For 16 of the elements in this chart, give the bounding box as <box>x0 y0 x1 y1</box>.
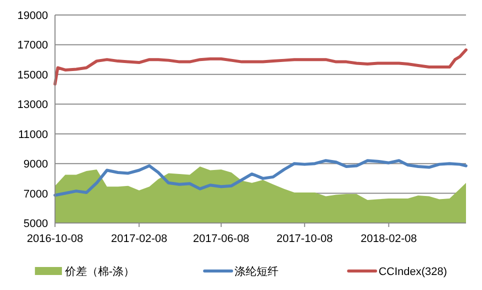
y-tick-label: 11000 <box>18 128 48 141</box>
legend-label: 价差（棉-涤） <box>64 266 135 278</box>
legend-label: 涤纶短纤 <box>234 266 279 278</box>
x-tick-label: 2017-02-08 <box>110 233 168 245</box>
y-tick-label: 13000 <box>17 99 48 112</box>
y-tick-label: 7000 <box>24 188 48 200</box>
x-tick-label: 2016-10-08 <box>26 233 84 245</box>
x-tick-label: 2017-06-08 <box>193 233 250 245</box>
y-tick-label: 5000 <box>24 218 48 230</box>
y-tick-label: 15000 <box>17 69 48 82</box>
y-tick-label: 17000 <box>17 40 48 52</box>
x-tick-label: 2018-02-08 <box>360 233 417 245</box>
y-tick-label: 19000 <box>17 10 48 22</box>
x-tick-label: 2017-10-08 <box>276 233 333 245</box>
y-tick-label: 9000 <box>24 158 48 171</box>
legend-label: CCIndex(328) <box>378 266 448 278</box>
